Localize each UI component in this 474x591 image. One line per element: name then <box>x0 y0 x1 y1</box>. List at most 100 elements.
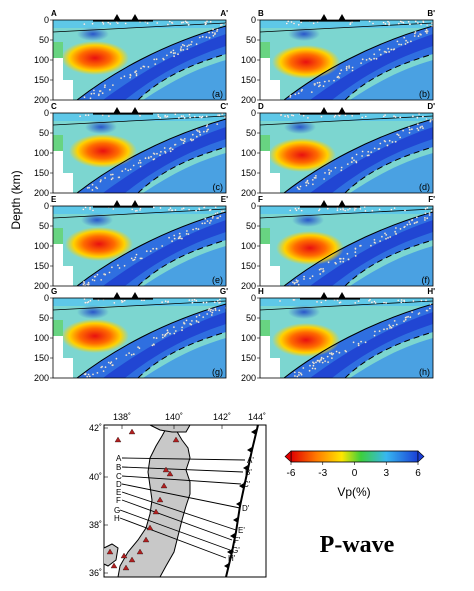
depth-tick-label: 100 <box>34 333 49 343</box>
depth-tick-label: 150 <box>241 353 256 363</box>
unresolved-area <box>260 336 280 378</box>
depth-tick-label: 100 <box>34 241 49 251</box>
panel-tag: (a) <box>212 89 223 99</box>
depth-tick-label: 200 <box>34 188 49 198</box>
profile-start-label: G <box>51 287 57 296</box>
moho-line <box>53 115 226 126</box>
low-velocity-anomaly <box>268 138 336 172</box>
slab-upper-boundary <box>283 211 433 286</box>
colorbar-tick-label: 3 <box>383 468 389 479</box>
depth-tick-label: 200 <box>34 281 49 291</box>
volcano-marker <box>338 14 346 21</box>
lon-tick-label: 138˚ <box>113 412 131 422</box>
panel-tag: (c) <box>213 182 224 192</box>
unresolved-area <box>53 58 73 100</box>
panel-tag: (g) <box>212 367 223 377</box>
profile-line <box>121 483 241 509</box>
location-map: A A' B B' C C' D D' E E' F F' G G' H H' 138˚ 140˚ 142˚ 144… <box>89 412 267 578</box>
volcano-marker <box>131 107 139 114</box>
low-velocity-anomaly <box>61 319 129 353</box>
panel-tag: (e) <box>212 275 223 285</box>
lat-tick-label: 40˚ <box>89 472 102 482</box>
colorbar-tick-label: 6 <box>415 468 421 479</box>
cross-section-panel: B B' (b) 0 50 100 150 200 <box>241 9 435 105</box>
profile-line <box>119 509 231 551</box>
moho-line <box>53 22 226 33</box>
volcano-marker <box>114 436 122 443</box>
profile-end-label: F' <box>428 195 435 204</box>
slab-lower-boundary <box>344 53 433 100</box>
cross-section-panel: D D' (d) 0 50 100 150 200 <box>241 102 435 198</box>
low-velocity-anomaly <box>272 323 340 357</box>
volcano-marker <box>338 292 346 299</box>
depth-tick-label: 50 <box>39 221 49 231</box>
colorbar-ticks: -6 -3 0 3 6 <box>287 462 421 479</box>
volcano-marker <box>113 14 121 21</box>
lon-tick-label: 142˚ <box>213 412 231 422</box>
profile-start-label: C <box>51 102 57 111</box>
depth-tick-label: 150 <box>241 168 256 178</box>
depth-tick-label: 50 <box>39 313 49 323</box>
profile-start-label: H <box>258 287 264 296</box>
slab-upper-boundary <box>76 118 226 193</box>
volcano-marker <box>166 470 174 477</box>
depth-tick-label: 150 <box>34 75 49 85</box>
deep-mantle <box>350 246 433 286</box>
moho-line <box>260 22 433 33</box>
coast-detail <box>103 543 119 567</box>
map-profile-start: D <box>116 480 122 489</box>
volcano-marker <box>320 292 328 299</box>
deep-mantle <box>143 60 226 100</box>
volcano-marker <box>120 552 128 559</box>
profile-end-label: H' <box>427 287 435 296</box>
unresolved-area <box>53 244 73 286</box>
surface-bar <box>300 206 360 208</box>
slab-core <box>103 312 226 378</box>
map-profile-end: A' <box>247 456 254 465</box>
trench-teeth <box>224 429 256 569</box>
honshu-landmass <box>117 424 191 578</box>
depth-tick-label: 0 <box>44 108 49 118</box>
depth-tick-label: 50 <box>246 221 256 231</box>
map-profile-end: G' <box>232 546 240 555</box>
depth-tick-label: 50 <box>246 128 256 138</box>
slab-lower-boundary <box>344 239 433 286</box>
volcano-marker <box>113 107 121 114</box>
depth-tick-label: 100 <box>241 148 256 158</box>
map-profile-start: C <box>116 472 122 481</box>
slab-core <box>310 220 433 286</box>
volcano-marker <box>156 496 164 503</box>
lat-tick-label: 42˚ <box>89 423 102 433</box>
surface-bar <box>93 20 153 22</box>
trench-tooth <box>251 429 256 435</box>
map-profile-start: H <box>114 514 120 523</box>
depth-tick-label: 0 <box>251 201 256 211</box>
depth-tick-label: 0 <box>251 108 256 118</box>
cross-section-panel: F F' (f) 0 50 100 150 200 <box>241 195 435 291</box>
surface-bar <box>300 298 360 300</box>
depth-tick-label: 200 <box>241 188 256 198</box>
profile-end-label: D' <box>427 102 435 111</box>
profile-end-label: E' <box>221 195 228 204</box>
depth-tick-label: 0 <box>44 201 49 211</box>
cross-section-panel: E E' (e) 0 50 100 150 200 <box>34 195 228 291</box>
unresolved-area <box>260 244 280 286</box>
profile-start-label: D <box>258 102 264 111</box>
high-velocity-patch <box>292 213 324 227</box>
volcano-marker <box>131 14 139 21</box>
colorbar-left-arrow <box>284 450 292 463</box>
moho-line <box>260 208 433 219</box>
profile-lines: A A' B B' C C' D D' E E' F F' G G' H H' <box>114 454 254 563</box>
slab-upper-boundary <box>76 303 226 378</box>
depth-tick-label: 0 <box>44 293 49 303</box>
trench-tooth <box>227 549 232 555</box>
slab-core <box>103 34 226 100</box>
volcano-markers <box>106 428 180 571</box>
profile-line <box>121 466 244 473</box>
surface-bar <box>300 20 360 22</box>
trench-tooth <box>233 517 238 523</box>
moho-line <box>53 300 226 311</box>
low-velocity-anomaly <box>272 45 340 79</box>
map-profile-end: H' <box>228 554 236 563</box>
